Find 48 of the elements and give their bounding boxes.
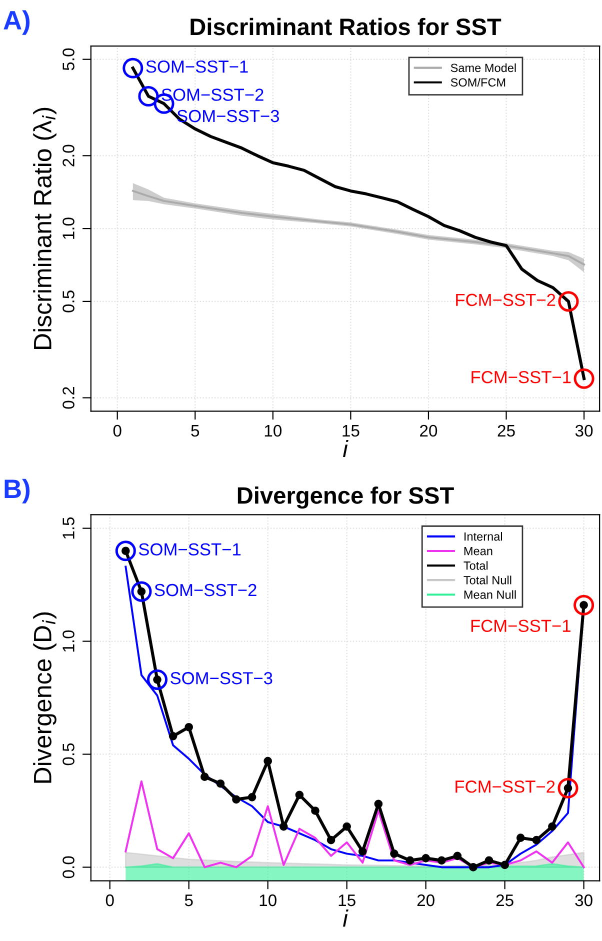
y-tick-label: 1.5 — [62, 517, 74, 539]
annotation: SOM−SST−3 — [177, 110, 279, 122]
x-tick-label: 25 — [496, 894, 514, 906]
y-tick-label: 0.5 — [62, 290, 74, 312]
x-tick-label: 30 — [575, 424, 593, 437]
annotation: FCM−SST−2 — [456, 780, 555, 793]
legend-label: Mean Null — [464, 590, 516, 599]
annotation: FCM−SST−2 — [456, 294, 556, 306]
x-tick-label: 25 — [498, 424, 515, 437]
y-tick-label: 2.0 — [62, 144, 74, 166]
annotation: FCM−SST−1 — [471, 620, 570, 632]
y-tick-label: 1.0 — [62, 218, 74, 239]
y-axis-title: Discriminant Ratio (λ$_{i}$) — [33, 108, 56, 349]
x-tick-label: 15 — [342, 425, 360, 437]
chart-title: Discriminant Ratios for SST — [190, 18, 502, 36]
annotation: SOM−SST−3 — [170, 672, 272, 684]
annotation: SOM−SST−2 — [154, 584, 256, 596]
x-tick-label: 5 — [191, 425, 200, 437]
legend-label: Total Null — [464, 576, 512, 584]
text: B) — [4, 478, 30, 504]
x-tick-label: 15 — [338, 894, 356, 906]
legend-label: Internal — [464, 532, 502, 541]
x-tick-label: 0 — [113, 424, 122, 437]
legend-label: Total — [464, 561, 488, 570]
annotation: SOM−SST−1 — [146, 60, 248, 73]
annotation: SOM−SST−2 — [162, 88, 264, 101]
y-tick-label: 1.0 — [62, 630, 74, 652]
x-tick-label: 5 — [184, 894, 193, 906]
x-tick-label: 0 — [106, 894, 114, 906]
annotation: FCM−SST−1 — [472, 370, 571, 384]
x-tick-label: 10 — [260, 894, 276, 906]
chart-title: Divergence for SST — [238, 486, 454, 509]
x-tick-label: 20 — [417, 894, 434, 906]
annotation: SOM−SST−1 — [138, 543, 241, 556]
y-tick-label: 5.0 — [62, 48, 74, 70]
y-tick-label: 0.5 — [62, 743, 74, 766]
x-tick-label: 20 — [420, 424, 438, 437]
legend-label: SOM/FCM — [450, 78, 506, 87]
x-axis-title: i — [343, 910, 348, 927]
text: A) — [4, 10, 30, 35]
legend-label: Same Model — [450, 63, 516, 72]
legend-label: Mean — [464, 547, 492, 556]
x-axis-title: i — [343, 440, 348, 458]
x-tick-label: 30 — [575, 894, 592, 906]
x-tick-label: 10 — [264, 424, 282, 437]
y-axis-title: Divergence (D$_{i}$) — [33, 612, 56, 783]
y-tick-label: 0.2 — [62, 387, 74, 409]
y-tick-label: 0.0 — [62, 856, 74, 878]
